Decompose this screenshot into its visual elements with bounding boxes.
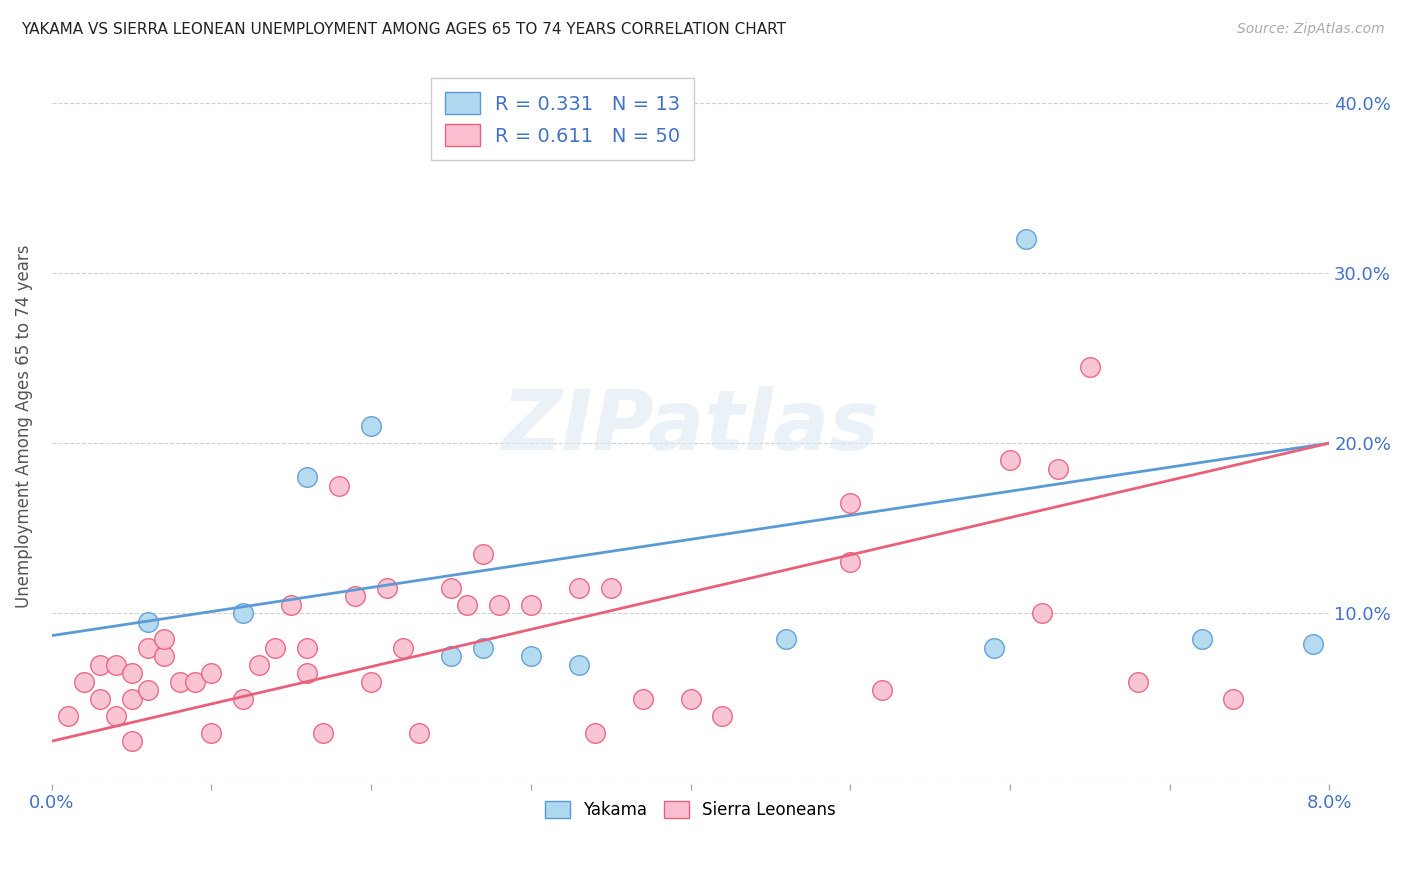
Point bbox=[121, 734, 143, 748]
Point bbox=[440, 581, 463, 595]
Point bbox=[599, 581, 621, 595]
Point bbox=[232, 607, 254, 621]
Point bbox=[488, 598, 510, 612]
Point bbox=[169, 674, 191, 689]
Point bbox=[631, 691, 654, 706]
Point bbox=[184, 674, 207, 689]
Point bbox=[344, 590, 367, 604]
Point bbox=[839, 496, 862, 510]
Legend: Yakama, Sierra Leoneans: Yakama, Sierra Leoneans bbox=[538, 794, 842, 825]
Point bbox=[152, 632, 174, 646]
Point bbox=[471, 547, 494, 561]
Text: YAKAMA VS SIERRA LEONEAN UNEMPLOYMENT AMONG AGES 65 TO 74 YEARS CORRELATION CHAR: YAKAMA VS SIERRA LEONEAN UNEMPLOYMENT AM… bbox=[21, 22, 786, 37]
Point bbox=[297, 640, 319, 655]
Point bbox=[1078, 359, 1101, 374]
Point bbox=[1191, 632, 1213, 646]
Point bbox=[360, 419, 382, 434]
Point bbox=[56, 708, 79, 723]
Point bbox=[232, 691, 254, 706]
Point bbox=[104, 657, 127, 672]
Point bbox=[775, 632, 797, 646]
Y-axis label: Unemployment Among Ages 65 to 74 years: Unemployment Among Ages 65 to 74 years bbox=[15, 244, 32, 607]
Point bbox=[136, 683, 159, 698]
Point bbox=[152, 648, 174, 663]
Point bbox=[247, 657, 270, 672]
Point bbox=[104, 708, 127, 723]
Point bbox=[200, 666, 222, 681]
Point bbox=[89, 691, 111, 706]
Point bbox=[998, 453, 1021, 467]
Point bbox=[89, 657, 111, 672]
Point bbox=[73, 674, 96, 689]
Point bbox=[280, 598, 302, 612]
Point bbox=[568, 657, 591, 672]
Point bbox=[583, 725, 606, 739]
Point bbox=[520, 598, 543, 612]
Point bbox=[456, 598, 478, 612]
Point bbox=[121, 666, 143, 681]
Point bbox=[711, 708, 734, 723]
Point bbox=[136, 615, 159, 629]
Point bbox=[983, 640, 1005, 655]
Point bbox=[440, 648, 463, 663]
Point bbox=[471, 640, 494, 655]
Point bbox=[1031, 607, 1053, 621]
Point bbox=[870, 683, 893, 698]
Point bbox=[312, 725, 335, 739]
Text: ZIPatlas: ZIPatlas bbox=[502, 385, 879, 467]
Point bbox=[520, 648, 543, 663]
Point bbox=[1126, 674, 1149, 689]
Text: Source: ZipAtlas.com: Source: ZipAtlas.com bbox=[1237, 22, 1385, 37]
Point bbox=[679, 691, 702, 706]
Point bbox=[297, 666, 319, 681]
Point bbox=[392, 640, 415, 655]
Point bbox=[121, 691, 143, 706]
Point bbox=[297, 470, 319, 484]
Point bbox=[136, 640, 159, 655]
Point bbox=[328, 479, 350, 493]
Point bbox=[200, 725, 222, 739]
Point bbox=[360, 674, 382, 689]
Point bbox=[264, 640, 287, 655]
Point bbox=[568, 581, 591, 595]
Point bbox=[1046, 461, 1069, 475]
Point bbox=[375, 581, 398, 595]
Point bbox=[839, 555, 862, 569]
Point bbox=[1015, 232, 1038, 246]
Point bbox=[408, 725, 430, 739]
Point bbox=[1222, 691, 1244, 706]
Point bbox=[1302, 637, 1324, 651]
